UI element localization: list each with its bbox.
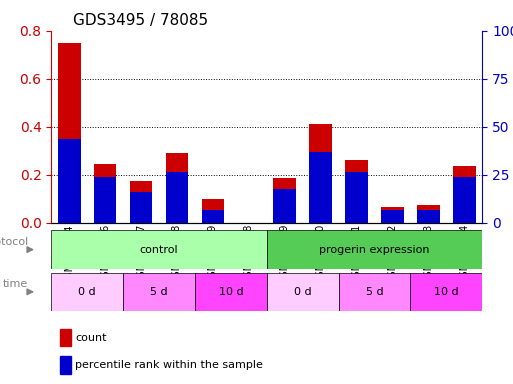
Bar xyxy=(345,161,368,223)
Bar xyxy=(60,329,71,346)
Text: count: count xyxy=(75,333,107,343)
Text: control: control xyxy=(140,245,179,255)
Bar xyxy=(130,192,152,223)
Bar xyxy=(273,178,296,223)
Bar xyxy=(345,172,368,223)
Bar xyxy=(381,207,404,223)
Bar xyxy=(60,356,71,374)
Bar xyxy=(94,177,116,223)
Bar xyxy=(130,181,152,223)
Text: progerin expression: progerin expression xyxy=(319,245,430,255)
Text: time: time xyxy=(3,279,28,289)
Bar xyxy=(94,164,116,223)
FancyBboxPatch shape xyxy=(267,273,339,311)
Text: protocol: protocol xyxy=(0,237,28,247)
Text: 5 d: 5 d xyxy=(366,287,383,297)
Text: 5 d: 5 d xyxy=(150,287,168,297)
Text: 0 d: 0 d xyxy=(78,287,96,297)
Text: 10 d: 10 d xyxy=(219,287,243,297)
FancyBboxPatch shape xyxy=(123,273,195,311)
FancyBboxPatch shape xyxy=(195,273,267,311)
Bar xyxy=(417,210,440,223)
Bar xyxy=(381,210,404,223)
Bar xyxy=(453,177,476,223)
Bar xyxy=(202,199,224,223)
Bar xyxy=(202,210,224,223)
Text: 10 d: 10 d xyxy=(434,287,459,297)
FancyBboxPatch shape xyxy=(339,273,410,311)
Bar xyxy=(58,139,81,223)
Text: GDS3495 / 78085: GDS3495 / 78085 xyxy=(73,13,208,28)
FancyBboxPatch shape xyxy=(51,273,123,311)
Bar xyxy=(166,153,188,223)
FancyBboxPatch shape xyxy=(267,230,482,269)
FancyBboxPatch shape xyxy=(51,230,267,269)
Bar xyxy=(309,152,332,223)
FancyBboxPatch shape xyxy=(410,273,482,311)
Bar xyxy=(417,205,440,223)
Bar xyxy=(453,166,476,223)
Bar xyxy=(166,172,188,223)
Text: percentile rank within the sample: percentile rank within the sample xyxy=(75,360,263,370)
Text: 0 d: 0 d xyxy=(294,287,311,297)
Bar xyxy=(273,189,296,223)
Bar xyxy=(309,124,332,223)
Bar xyxy=(58,43,81,223)
